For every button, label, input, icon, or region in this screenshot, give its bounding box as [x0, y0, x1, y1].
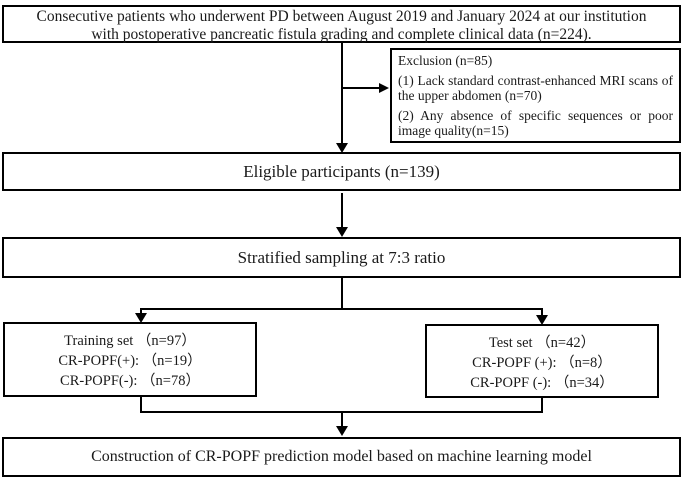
arrow-down-icon: [336, 426, 348, 436]
stratified-sampling-label: Stratified sampling at 7:3 ratio: [237, 248, 446, 267]
connector-branch-to-exclusion: [342, 87, 379, 89]
connector-eligible-to-stratified: [341, 193, 343, 228]
training-crpopf-negative: CR-POPF(-): （n=78）: [60, 373, 200, 389]
exclusion-item-2: (2) Any absence of specific sequences or…: [398, 108, 673, 138]
connector-stratified-stub: [341, 278, 343, 310]
arrow-down-icon: [135, 313, 147, 323]
connector-split-to-test: [541, 309, 543, 316]
box-stratified-sampling: Stratified sampling at 7:3 ratio: [2, 237, 681, 278]
box-model-construction: Construction of CR-POPF prediction model…: [2, 437, 681, 477]
consecutive-patients-line-1: Consecutive patients who underwent PD be…: [36, 8, 647, 25]
eligible-participants-label: Eligible participants (n=139): [243, 162, 440, 181]
connector-test-down: [541, 397, 543, 413]
arrow-down-icon: [336, 143, 348, 153]
connector-top-to-eligible: [341, 43, 343, 143]
training-set-label: Training set （n=97）: [64, 333, 196, 349]
model-construction-label: Construction of CR-POPF prediction model…: [91, 448, 592, 465]
connector-merge-to-construction: [341, 412, 343, 427]
training-crpopf-positive: CR-POPF(+): （n=19）: [58, 353, 202, 369]
arrow-down-icon: [336, 227, 348, 237]
consecutive-patients-line-2: with postoperative pancreatic fistula gr…: [91, 26, 592, 43]
connector-split-horizontal: [140, 308, 543, 310]
arrow-down-icon: [536, 315, 548, 325]
connector-split-to-training: [140, 309, 142, 315]
test-crpopf-positive: CR-POPF (+): （n=8）: [472, 355, 612, 371]
box-training-set: Training set （n=97） CR-POPF(+): （n=19） C…: [3, 322, 257, 397]
arrow-right-icon: [379, 83, 389, 93]
test-set-label: Test set （n=42）: [488, 335, 596, 351]
connector-training-down: [140, 396, 142, 413]
test-crpopf-negative: CR-POPF (-): （n=34）: [470, 375, 614, 391]
box-consecutive-patients: Consecutive patients who underwent PD be…: [2, 5, 681, 43]
box-exclusion: Exclusion (n=85) (1) Lack standard contr…: [390, 48, 681, 143]
exclusion-item-1: (1) Lack standard contrast-enhanced MRI …: [398, 73, 673, 103]
box-eligible-participants: Eligible participants (n=139): [2, 152, 681, 191]
box-test-set: Test set （n=42） CR-POPF (+): （n=8） CR-PO…: [425, 324, 659, 398]
exclusion-title: Exclusion (n=85): [398, 53, 493, 68]
